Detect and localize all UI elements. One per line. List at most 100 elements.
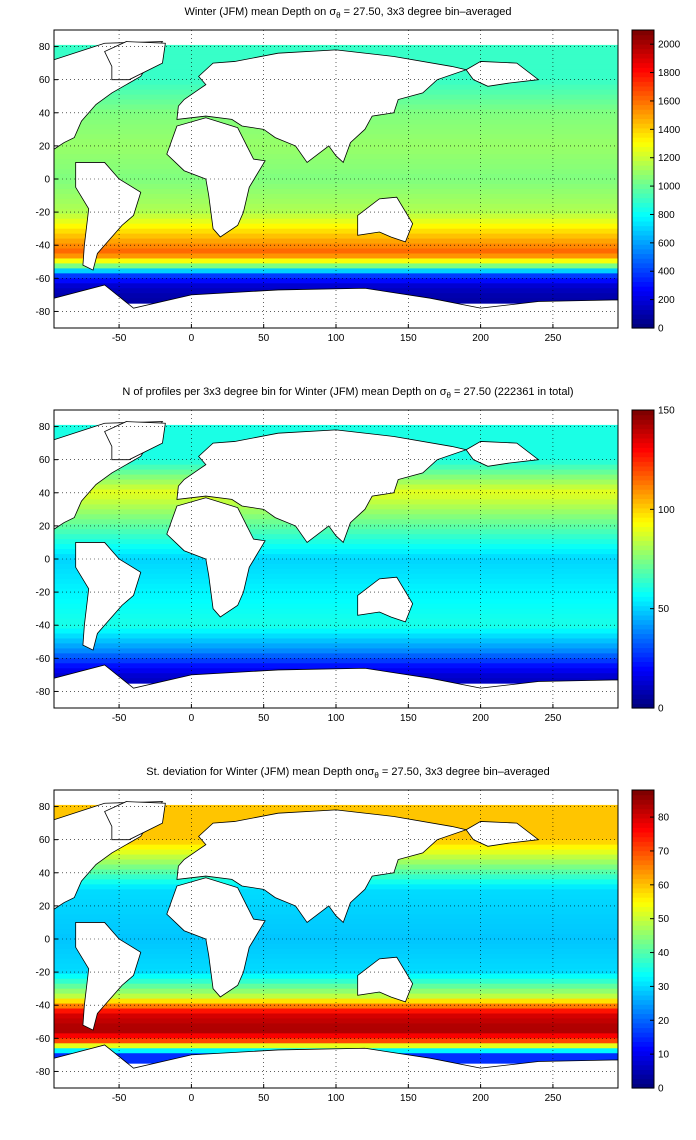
africa-landmass <box>166 117 266 238</box>
colorbar-step <box>632 290 654 297</box>
colorbar-step <box>632 230 654 236</box>
colorbar-tick-label: 0 <box>658 704 664 715</box>
x-tick-label: 200 <box>472 333 489 344</box>
greenland-landmass <box>104 41 166 81</box>
colorbar-step <box>632 206 654 213</box>
colorbar-step <box>632 123 654 129</box>
colorbar-step <box>632 141 654 148</box>
heatmap-band <box>54 804 619 811</box>
colorbar-step <box>632 610 654 616</box>
colorbar-step <box>632 71 654 78</box>
colorbar-step <box>632 850 654 856</box>
heatmap-band <box>54 593 619 600</box>
colorbar-step <box>632 1008 654 1015</box>
colorbar-step <box>632 521 654 528</box>
y-tick-label: -20 <box>36 588 51 599</box>
colorbar-step <box>632 262 654 269</box>
stdev-map-plot: -50 0 50 100 150 200 250-80-60-40-200204060800… <box>36 789 670 1104</box>
heatmap-band <box>54 188 619 195</box>
x-tick-label: 150 <box>400 713 417 724</box>
heatmap-band <box>54 44 619 51</box>
heatmap-band <box>54 218 619 225</box>
heatmap-band <box>54 228 619 235</box>
colorbar-step <box>632 410 654 416</box>
colorbar-tick-label: 70 <box>658 846 670 857</box>
heatmap-band <box>54 578 619 585</box>
heatmap-band <box>54 978 619 985</box>
colorbar-step <box>632 633 654 639</box>
heatmap-band <box>54 968 619 975</box>
colorbar-step <box>632 614 654 621</box>
colorbar-step <box>632 118 654 124</box>
y-tick-label: -60 <box>36 654 51 665</box>
colorbar-tick-label: 1800 <box>658 68 681 79</box>
x-tick-label: -50 <box>112 713 127 724</box>
colorbar-step <box>632 498 654 504</box>
y-tick-label: -60 <box>36 1034 51 1045</box>
colorbar-step <box>632 638 654 644</box>
y-tick-label: 40 <box>39 108 51 119</box>
colorbar-step <box>632 479 654 486</box>
x-tick-label: 0 <box>189 713 195 724</box>
heatmap-band <box>54 159 619 165</box>
colorbar-tick-label: 1000 <box>658 182 681 193</box>
colorbar-tick-label: 80 <box>658 813 670 824</box>
colorbar-step <box>632 939 654 945</box>
y-tick-label: -20 <box>36 208 51 219</box>
land-masses <box>53 421 619 709</box>
colorbar-tick-label: 1400 <box>658 125 681 136</box>
x-tick-label: 100 <box>328 1093 345 1104</box>
colorbar-step <box>632 957 654 963</box>
colorbar-step <box>632 897 654 903</box>
colorbar-step <box>632 1041 654 1047</box>
colorbar-step <box>632 694 654 700</box>
colorbar-step <box>632 113 654 120</box>
colorbar-step <box>632 962 654 968</box>
colorbar-step <box>632 943 654 949</box>
colorbar-step <box>632 456 654 462</box>
heatmap-band <box>54 198 619 205</box>
y-tick-label: 0 <box>44 935 50 946</box>
eurasia-landmass <box>176 429 468 544</box>
colorbar-step <box>632 276 654 283</box>
colorbar-step <box>632 869 654 875</box>
colorbar-step <box>632 493 654 500</box>
colorbar-step <box>632 146 654 152</box>
colorbar-tick-label: 50 <box>658 914 670 925</box>
colorbar-tick-label: 1600 <box>658 96 681 107</box>
colorbar-step <box>632 461 654 467</box>
colorbar-tick-label: 600 <box>658 238 675 249</box>
eurasia-landmass <box>176 49 468 164</box>
colorbar-step <box>632 799 654 805</box>
colorbar-step <box>632 512 654 518</box>
colorbar-step <box>632 624 654 630</box>
x-tick-label: 100 <box>328 333 345 344</box>
colorbar-step <box>632 535 654 541</box>
x-tick-label: 150 <box>400 1093 417 1104</box>
heatmap-band <box>54 208 619 215</box>
colorbar-tick-label: 60 <box>658 880 670 891</box>
colorbar-step <box>632 465 654 472</box>
x-tick-label: 0 <box>189 1093 195 1104</box>
colorbar-step <box>632 1018 654 1024</box>
chart-title-depth: Winter (JFM) mean Depth on σθ = 27.50, 3… <box>184 6 512 21</box>
x-tick-label: 250 <box>545 1093 562 1104</box>
colorbar-step <box>632 1060 654 1066</box>
colorbar-step <box>632 1078 654 1084</box>
land-masses <box>53 801 619 1089</box>
colorbar-step <box>632 211 654 217</box>
colorbar-step <box>632 1013 654 1019</box>
south-america-landmass <box>75 922 142 1031</box>
colorbar-step <box>632 323 654 329</box>
heatmap-band <box>54 273 619 279</box>
colorbar-step <box>632 295 654 301</box>
colorbar-step <box>632 994 654 1001</box>
heatmap-band <box>54 648 619 654</box>
colorbar: 0 50 100 150 <box>631 406 675 715</box>
colorbar-step <box>632 304 654 310</box>
colorbar-step <box>632 582 654 588</box>
x-tick-label: 150 <box>400 333 417 344</box>
y-tick-label: 20 <box>39 521 51 532</box>
colorbar-step <box>632 600 654 607</box>
australia-landmass <box>357 576 414 623</box>
